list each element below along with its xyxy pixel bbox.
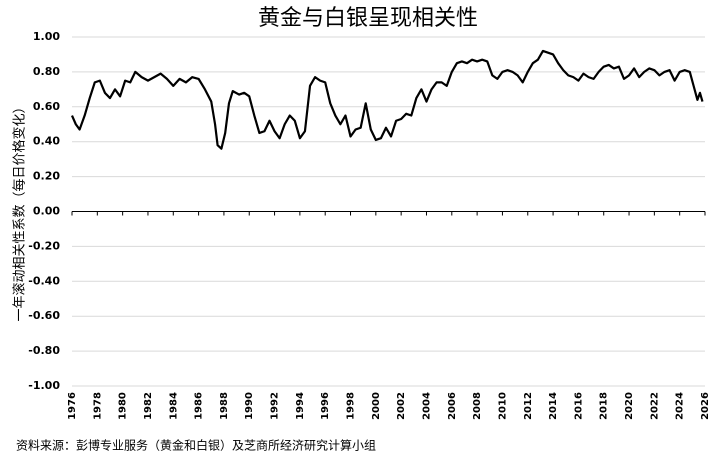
x-tick-label: 2014 [548, 392, 559, 420]
y-tick-label: 0.20 [33, 170, 60, 183]
x-tick-label: 1982 [143, 392, 154, 420]
x-tick-label: 2008 [472, 392, 483, 420]
y-tick-label: -0.20 [28, 239, 60, 252]
x-tick-label: 1990 [244, 392, 255, 420]
data-line [70, 49, 704, 150]
y-tick-label: 0.00 [33, 205, 60, 218]
x-tick-label: 2004 [421, 392, 432, 420]
x-tick-label: 1988 [219, 392, 230, 420]
x-tick-label: 2002 [396, 392, 407, 420]
x-tick-label: 1978 [92, 392, 103, 420]
x-tick-label: 2018 [599, 392, 610, 420]
y-tick-label: 0.40 [33, 135, 60, 148]
x-tick-label: 2000 [371, 392, 382, 420]
y-tick-label: 0.60 [33, 100, 60, 113]
y-tick-label: -1.00 [28, 379, 60, 392]
x-tick-label: 2010 [497, 392, 508, 420]
y-axis-label: 一年滚动相关性系数（每日价格变化） [12, 100, 28, 321]
x-tick-label: 2016 [573, 392, 584, 420]
x-tick-label: 2006 [447, 392, 458, 420]
x-tick-label: 1976 [67, 392, 78, 420]
x-tick-label: 1992 [270, 392, 281, 420]
y-tick-label: -0.80 [28, 344, 60, 357]
source-note: 资料来源：彭博专业服务（黄金和白银）及芝商所经济研究计算小组 [16, 438, 376, 453]
x-tick-label: 1980 [118, 392, 129, 420]
y-tick-label: -0.60 [28, 309, 60, 322]
x-tick-label: 1986 [194, 392, 205, 420]
y-tick-label: 0.80 [33, 65, 60, 78]
x-tick-label: 2012 [523, 392, 534, 420]
x-tick-label: 2024 [675, 392, 686, 420]
x-tick-label: 1984 [168, 392, 179, 420]
x-tick-label: 2020 [624, 392, 635, 420]
x-tick-label: 1996 [320, 392, 331, 420]
y-tick-label: 1.00 [33, 30, 60, 43]
x-tick-label: 2022 [649, 392, 660, 420]
x-tick-label: 2026 [700, 392, 711, 420]
x-tick-label: 1998 [346, 392, 357, 420]
y-tick-label: -0.40 [28, 274, 60, 287]
x-tick-label: 1994 [295, 392, 306, 420]
chart-title: 黄金与白银呈现相关性 [258, 6, 478, 31]
